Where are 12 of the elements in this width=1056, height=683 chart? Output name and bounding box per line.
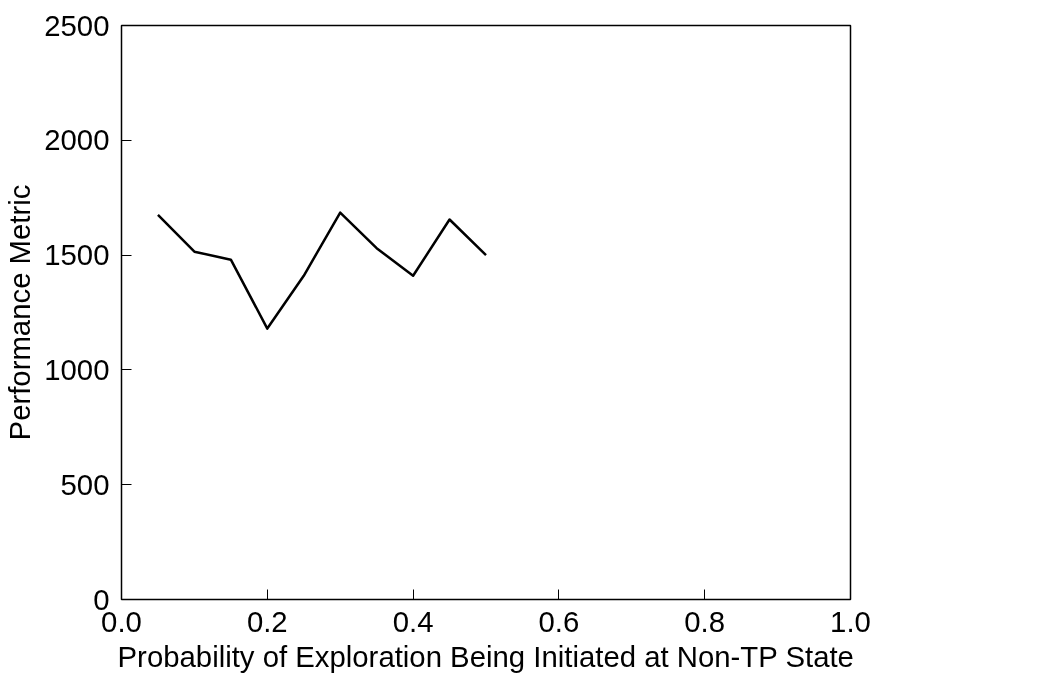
y-tick-label: 2000 — [44, 123, 110, 157]
y-tick-label: 2500 — [44, 8, 110, 42]
x-tick-label: 0.2 — [246, 604, 288, 638]
y-tick-label: 500 — [60, 467, 110, 501]
x-tick-label: 0.4 — [392, 604, 434, 638]
y-tick-label: 1500 — [44, 238, 110, 272]
y-tick-label: 1000 — [44, 352, 110, 386]
x-tick-label: 0.6 — [538, 604, 580, 638]
x-tick-label: 0.8 — [684, 604, 726, 638]
y-axis-title: Performance Metric — [3, 184, 37, 441]
x-axis-title: Probability of Exploration Being Initiated at Non-TP State — [117, 639, 854, 673]
x-tick-label: 1.0 — [830, 604, 871, 638]
